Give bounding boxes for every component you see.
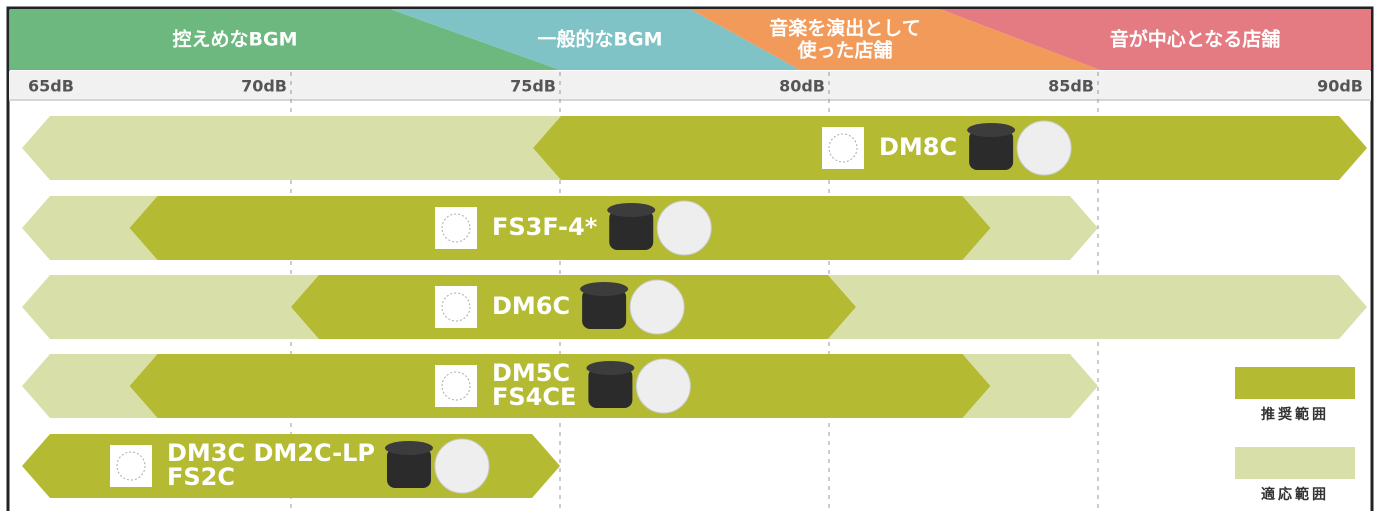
zone [390,9,800,70]
product-label: FS3F-4* [492,213,598,241]
zone-label: 使った店舗 [796,39,892,62]
axis-band [9,71,1371,101]
product-icon [822,127,864,169]
product-label: FS2C [167,463,235,491]
x-tick-label: 65dB [28,77,74,96]
product-label: DM5C [492,359,570,387]
speaker-image [969,130,1014,170]
zone [10,9,560,70]
product-icon [435,207,477,249]
range-arrow [129,354,991,418]
product-icon-ring [116,451,146,481]
zone-label: 控えめなBGM [173,28,298,51]
legend-swatch [1235,447,1355,479]
speaker-grille [629,279,685,335]
range-arrow [533,116,1367,180]
legend-label: 推奨範囲 [1261,406,1329,423]
product-icon-ring [441,292,471,322]
speaker-top [607,203,656,217]
speaker-top [967,123,1016,137]
legend-swatch [1235,367,1355,399]
x-tick-label: 85dB [1048,77,1094,96]
speaker-grille [635,358,691,414]
speaker-grille [1016,120,1072,176]
x-tick-label: 80dB [779,77,825,96]
zone [940,9,1371,70]
speaker-image [386,448,431,488]
product-icon-ring [441,371,471,401]
speaker-image [588,368,633,408]
zone-label: 一般的なBGM [538,28,663,51]
speaker-image [582,289,627,329]
speaker-top [586,361,635,375]
product-icon-ring [828,133,858,163]
x-tick-label: 70dB [241,77,287,96]
speaker-image [609,210,654,250]
zone [690,9,1100,70]
product-label: DM6C [492,292,570,320]
x-tick-label: 90dB [1317,77,1363,96]
product-icon-ring [441,213,471,243]
speaker-top [580,282,629,296]
product-icon [110,445,152,487]
range-arrow [291,275,856,339]
product-icon [435,365,477,407]
zone-label: 音楽を演出として [769,17,920,40]
speaker-top [384,441,433,455]
product-label: FS4CE [492,383,576,411]
product-label: DM8C [879,133,957,161]
speaker-grille [656,200,712,256]
product-label: DM3C DM2C-LP [167,439,375,467]
speaker-grille [434,438,490,494]
x-tick-label: 75dB [510,77,556,96]
legend-label: 適応範囲 [1261,486,1329,503]
range-arrow [129,196,991,260]
product-icon [435,286,477,328]
zone-label: 音が中心となる店舗 [1110,28,1280,51]
